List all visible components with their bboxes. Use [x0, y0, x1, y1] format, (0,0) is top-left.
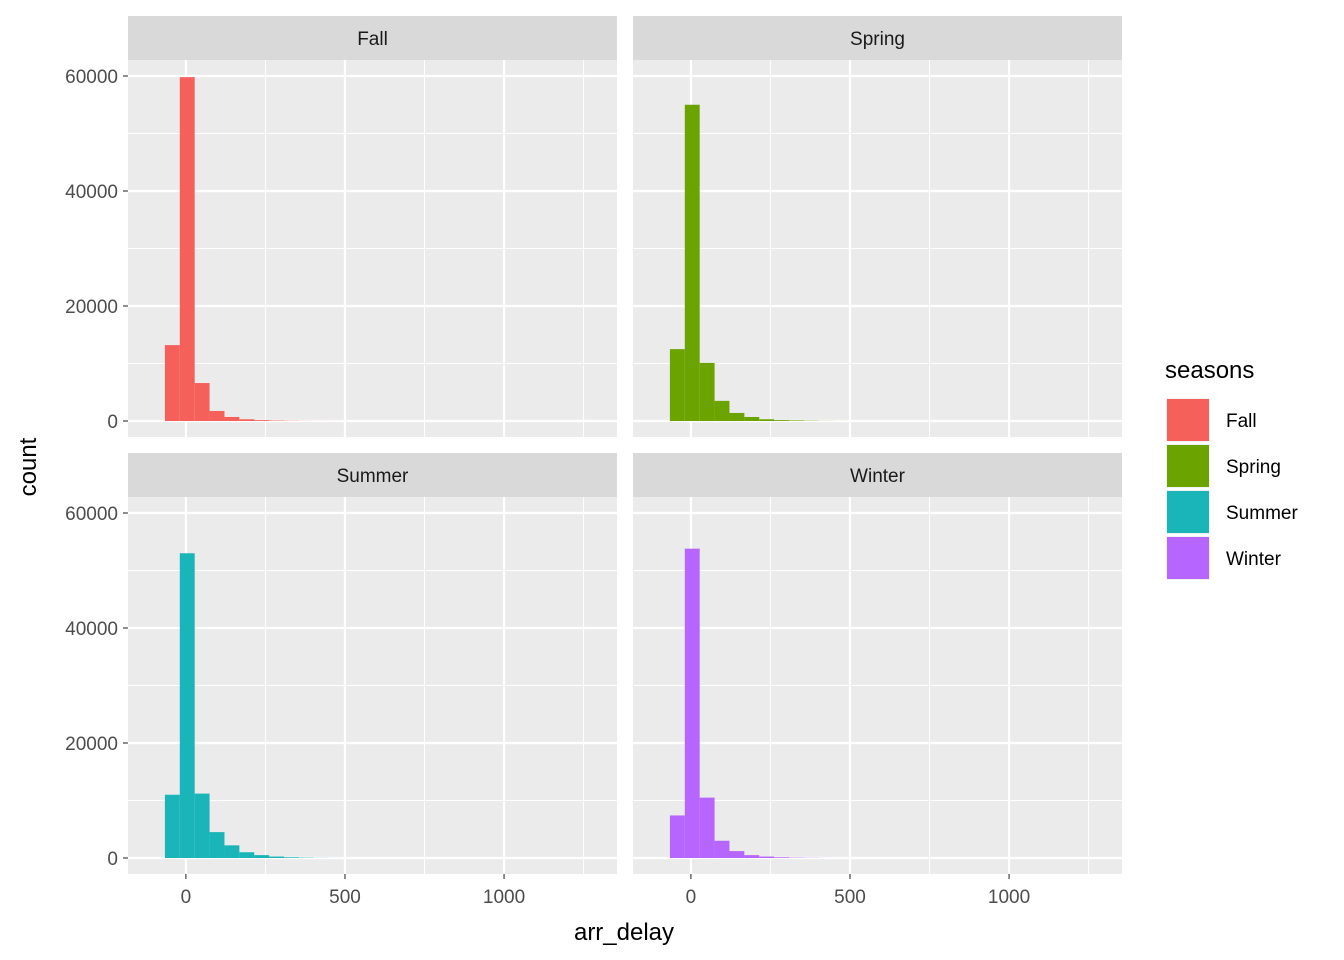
histogram-bar	[774, 420, 790, 421]
x-tick-label: 0	[686, 887, 697, 908]
histogram-bar	[239, 852, 255, 858]
legend-label: Spring	[1226, 457, 1281, 478]
histogram-bar	[684, 548, 700, 858]
legend-label: Fall	[1226, 411, 1257, 432]
facet-strip-label: Summer	[337, 466, 409, 487]
histogram-bar	[239, 419, 255, 421]
legend-swatch	[1167, 399, 1209, 441]
y-tick-label: 40000	[65, 619, 118, 640]
histogram-bar	[224, 416, 240, 421]
histogram-bar	[179, 77, 195, 421]
histogram-bar	[164, 794, 180, 858]
histogram-bar	[284, 857, 299, 858]
y-tick-label: 60000	[65, 504, 118, 525]
facet-strip-label: Spring	[850, 29, 905, 50]
facet-strip	[633, 16, 1122, 60]
y-tick-label: 40000	[65, 182, 118, 203]
x-tick-label: 1000	[988, 887, 1030, 908]
legend-title: seasons	[1165, 357, 1254, 384]
facet-strip	[128, 16, 617, 60]
legend: seasons Fall Spring Summer Winter	[1165, 357, 1298, 580]
histogram-bar	[729, 412, 745, 421]
histogram-bar	[669, 815, 685, 858]
histogram-bar	[729, 851, 745, 858]
histogram-bar	[194, 793, 210, 858]
histogram-bar	[254, 420, 270, 421]
histogram-bar	[759, 856, 775, 858]
y-tick-label: 20000	[65, 734, 118, 755]
histogram-bar	[224, 845, 240, 858]
histogram-bar	[209, 832, 225, 858]
histogram-bar	[744, 855, 760, 858]
y-tick-label: 0	[107, 412, 118, 433]
facet-strip-label: Winter	[850, 466, 906, 487]
histogram-bar	[699, 362, 715, 421]
histogram-bar	[744, 416, 760, 421]
x-tick-label: 1000	[483, 887, 525, 908]
histogram-bar	[164, 345, 180, 421]
y-axis-title: count	[15, 437, 42, 496]
histogram-bar	[774, 857, 790, 858]
y-tick-label: 60000	[65, 67, 118, 88]
legend-label: Winter	[1226, 549, 1282, 570]
y-tick-label: 0	[107, 849, 118, 870]
legend-swatch	[1167, 537, 1209, 579]
legend-label: Summer	[1226, 503, 1298, 524]
histogram-bar	[669, 349, 685, 421]
histogram-bar	[714, 400, 730, 421]
histogram-bar	[759, 419, 775, 421]
facet-strip	[128, 453, 617, 497]
histogram-bar	[714, 840, 730, 858]
x-tick-label: 500	[329, 887, 361, 908]
legend-swatch	[1167, 491, 1209, 533]
histogram-bar	[684, 104, 700, 421]
histogram-bar	[699, 797, 715, 858]
x-tick-label: 500	[834, 887, 866, 908]
y-tick-label: 20000	[65, 297, 118, 318]
histogram-bar	[179, 553, 195, 858]
x-axis-title: arr_delay	[574, 919, 674, 946]
histogram-bar	[789, 420, 804, 421]
histogram-bar	[269, 856, 285, 858]
x-tick-label: 0	[181, 887, 192, 908]
histogram-bar	[254, 855, 270, 858]
histogram-bar	[209, 410, 225, 421]
facet-strip-label: Fall	[357, 29, 388, 50]
histogram-bar	[194, 383, 210, 421]
legend-swatch	[1167, 445, 1209, 487]
facet-strip	[633, 453, 1122, 497]
